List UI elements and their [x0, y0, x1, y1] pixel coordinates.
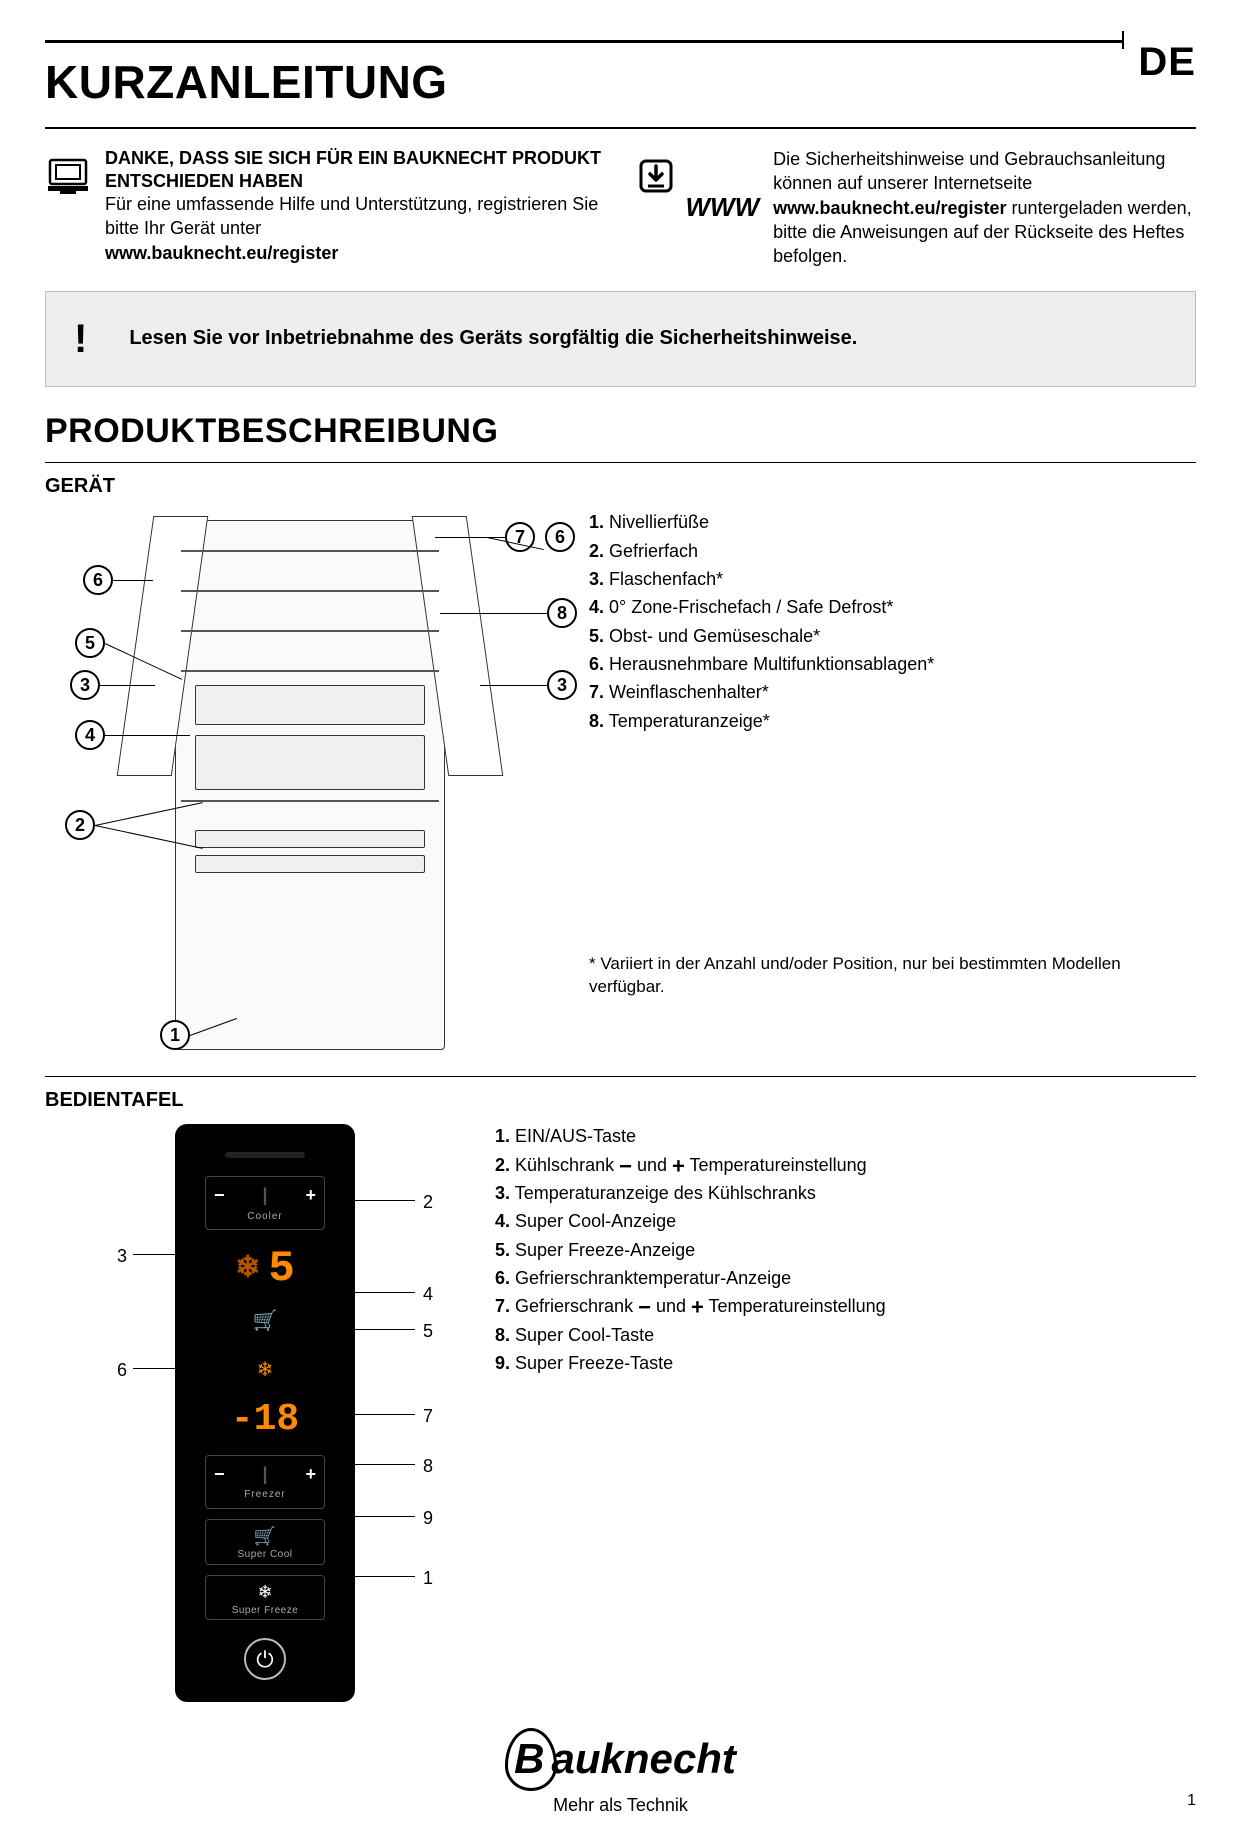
intro-left-url: www.bauknecht.eu/register [105, 243, 338, 263]
plus-icon: + [305, 1183, 316, 1207]
callout-8: 8 [547, 598, 577, 628]
callout-4: 4 [75, 720, 105, 750]
legend-item: 8. Super Cool-Taste [495, 1323, 1196, 1347]
panel-callout-7: 7 [423, 1404, 433, 1428]
alert-text: Lesen Sie vor Inbetriebnahme des Geräts … [129, 325, 857, 352]
supercool-button: 🛒 Super Cool [205, 1519, 325, 1565]
panel-callout-1: 1 [423, 1566, 433, 1590]
callout-3r: 3 [547, 670, 577, 700]
panel-callout-2: 2 [423, 1190, 433, 1214]
legend-item: 5. Obst- und Gemüseschale* [589, 624, 1196, 648]
intro-left-heading: DANKE, DASS SIE SICH FÜR EIN BAUKNECHT P… [105, 147, 606, 192]
power-button: ⏻ [244, 1638, 286, 1680]
rule [45, 1076, 1196, 1077]
exclamation-icon: ! [74, 312, 87, 366]
legend-item: 7. Weinflaschenhalter* [589, 680, 1196, 704]
intro-right: WWW Die Sicherheitshinweise und Gebrauch… [636, 147, 1197, 268]
rule [45, 462, 1196, 463]
brand-logo: Bauknecht [45, 1728, 1196, 1791]
www-label: WWW [686, 190, 760, 225]
panel-callout-4: 4 [423, 1282, 433, 1306]
intro-left-text: DANKE, DASS SIE SICH FÜR EIN BAUKNECHT P… [105, 147, 606, 268]
legend-item: 5. Super Freeze-Anzeige [495, 1238, 1196, 1262]
legend-item: 7. Gefrierschrank − und + Temperatureins… [495, 1294, 1196, 1318]
cooler-adjust: −|+ Cooler [205, 1176, 325, 1230]
device-footnote: * Variiert in der Anzahl und/oder Positi… [589, 953, 1196, 999]
panel-callout-3: 3 [117, 1244, 127, 1268]
freezer-label: Freezer [214, 1488, 316, 1502]
snow-icon: ❄ [235, 1250, 260, 1291]
superfreeze-button: ❄ Super Freeze [205, 1575, 325, 1621]
freezer-temp-display: -18 [231, 1394, 299, 1445]
legend-item: 3. Flaschenfach* [589, 567, 1196, 591]
supercool-indicator-icon: 🛒 [253, 1308, 278, 1335]
panel-row: −|+ Cooler ❄ 5 🛒 ❄ -18 −|+ Freezer 🛒 Sup… [45, 1124, 1196, 1702]
legend-item: 2. Gefrierfach [589, 539, 1196, 563]
panel-callout-8: 8 [423, 1454, 433, 1478]
page-title: KURZANLEITUNG [45, 51, 1196, 113]
brand-tagline: Mehr als Technik [45, 1793, 1196, 1817]
intro-left: DANKE, DASS SIE SICH FÜR EIN BAUKNECHT P… [45, 147, 606, 268]
cooler-temp-display: ❄ 5 [235, 1240, 295, 1299]
plus-icon: + [691, 1295, 704, 1320]
callout-7: 7 [505, 522, 535, 552]
panel-callout-5: 5 [423, 1319, 433, 1343]
plus-icon: + [672, 1153, 685, 1178]
minus-icon: − [619, 1153, 632, 1178]
subhead-device: GERÄT [45, 473, 1196, 500]
download-icon [636, 153, 676, 199]
callout-6r: 6 [545, 522, 575, 552]
legend-item: 4. Super Cool-Anzeige [495, 1209, 1196, 1233]
panel-handle [225, 1152, 305, 1158]
device-legend: 1. Nivellierfüße 2. Gefrierfach 3. Flasc… [589, 510, 1196, 1070]
legend-item: 3. Temperaturanzeige des Kühlschranks [495, 1181, 1196, 1205]
minus-icon: − [214, 1183, 225, 1207]
legend-item: 4. 0° Zone-Frischefach / Safe Defrost* [589, 595, 1196, 619]
panel-diagram: −|+ Cooler ❄ 5 🛒 ❄ -18 −|+ Freezer 🛒 Sup… [45, 1124, 475, 1702]
page-number: 1 [1187, 1790, 1196, 1812]
callout-6l: 6 [83, 565, 113, 595]
safety-alert: ! Lesen Sie vor Inbetriebnahme des Gerät… [45, 291, 1196, 387]
control-panel: −|+ Cooler ❄ 5 🛒 ❄ -18 −|+ Freezer 🛒 Sup… [175, 1124, 355, 1702]
rule [45, 127, 1196, 129]
legend-item: 2. Kühlschrank − und + Temperatureinstel… [495, 1153, 1196, 1177]
intro-right-pre: Die Sicherheitshinweise und Gebrauchsanl… [773, 149, 1165, 193]
superfreeze-indicator-icon: ❄ [257, 1357, 274, 1384]
cart-icon: 🛒 [206, 1524, 324, 1548]
legend-item: 8. Temperaturanzeige* [589, 709, 1196, 733]
device-diagram: 7 6 6 8 5 3 3 4 2 1 [45, 510, 565, 1070]
legend-item: 6. Gefrierschranktemperatur-Anzeige [495, 1266, 1196, 1290]
freezer-adjust: −|+ Freezer [205, 1455, 325, 1509]
top-rule: DE [45, 40, 1196, 43]
callout-2: 2 [65, 810, 95, 840]
panel-callout-6: 6 [117, 1358, 127, 1382]
language-code: DE [1124, 35, 1196, 89]
subhead-panel: BEDIENTAFEL [45, 1087, 1196, 1114]
section-heading-product: PRODUKTBESCHREIBUNG [45, 409, 1196, 455]
legend-item: 6. Herausnehmbare Multifunktionsablagen* [589, 652, 1196, 676]
register-icon [45, 153, 91, 199]
brand-b-icon: B [505, 1728, 557, 1791]
legend-item: 1. Nivellierfüße [589, 510, 1196, 534]
cooler-label: Cooler [214, 1210, 316, 1224]
minus-icon: − [638, 1295, 651, 1320]
intro-right-url: www.bauknecht.eu/register [773, 198, 1006, 218]
footer: Bauknecht Mehr als Technik 1 [45, 1728, 1196, 1817]
snow-icon: ❄ [206, 1580, 324, 1604]
callout-5: 5 [75, 628, 105, 658]
device-row: 7 6 6 8 5 3 3 4 2 1 1. Nivellierfüße [45, 510, 1196, 1070]
plus-icon: + [305, 1462, 316, 1486]
callout-3l: 3 [70, 670, 100, 700]
intro-left-body: Für eine umfassende Hilfe und Unterstütz… [105, 194, 598, 238]
intro-row: DANKE, DASS SIE SICH FÜR EIN BAUKNECHT P… [45, 147, 1196, 268]
legend-item: 1. EIN/AUS-Taste [495, 1124, 1196, 1148]
intro-right-text: Die Sicherheitshinweise und Gebrauchsanl… [773, 147, 1196, 268]
minus-icon: − [214, 1462, 225, 1486]
panel-legend: 1. EIN/AUS-Taste 2. Kühlschrank − und + … [495, 1124, 1196, 1702]
legend-item: 9. Super Freeze-Taste [495, 1351, 1196, 1375]
panel-callout-9: 9 [423, 1506, 433, 1530]
